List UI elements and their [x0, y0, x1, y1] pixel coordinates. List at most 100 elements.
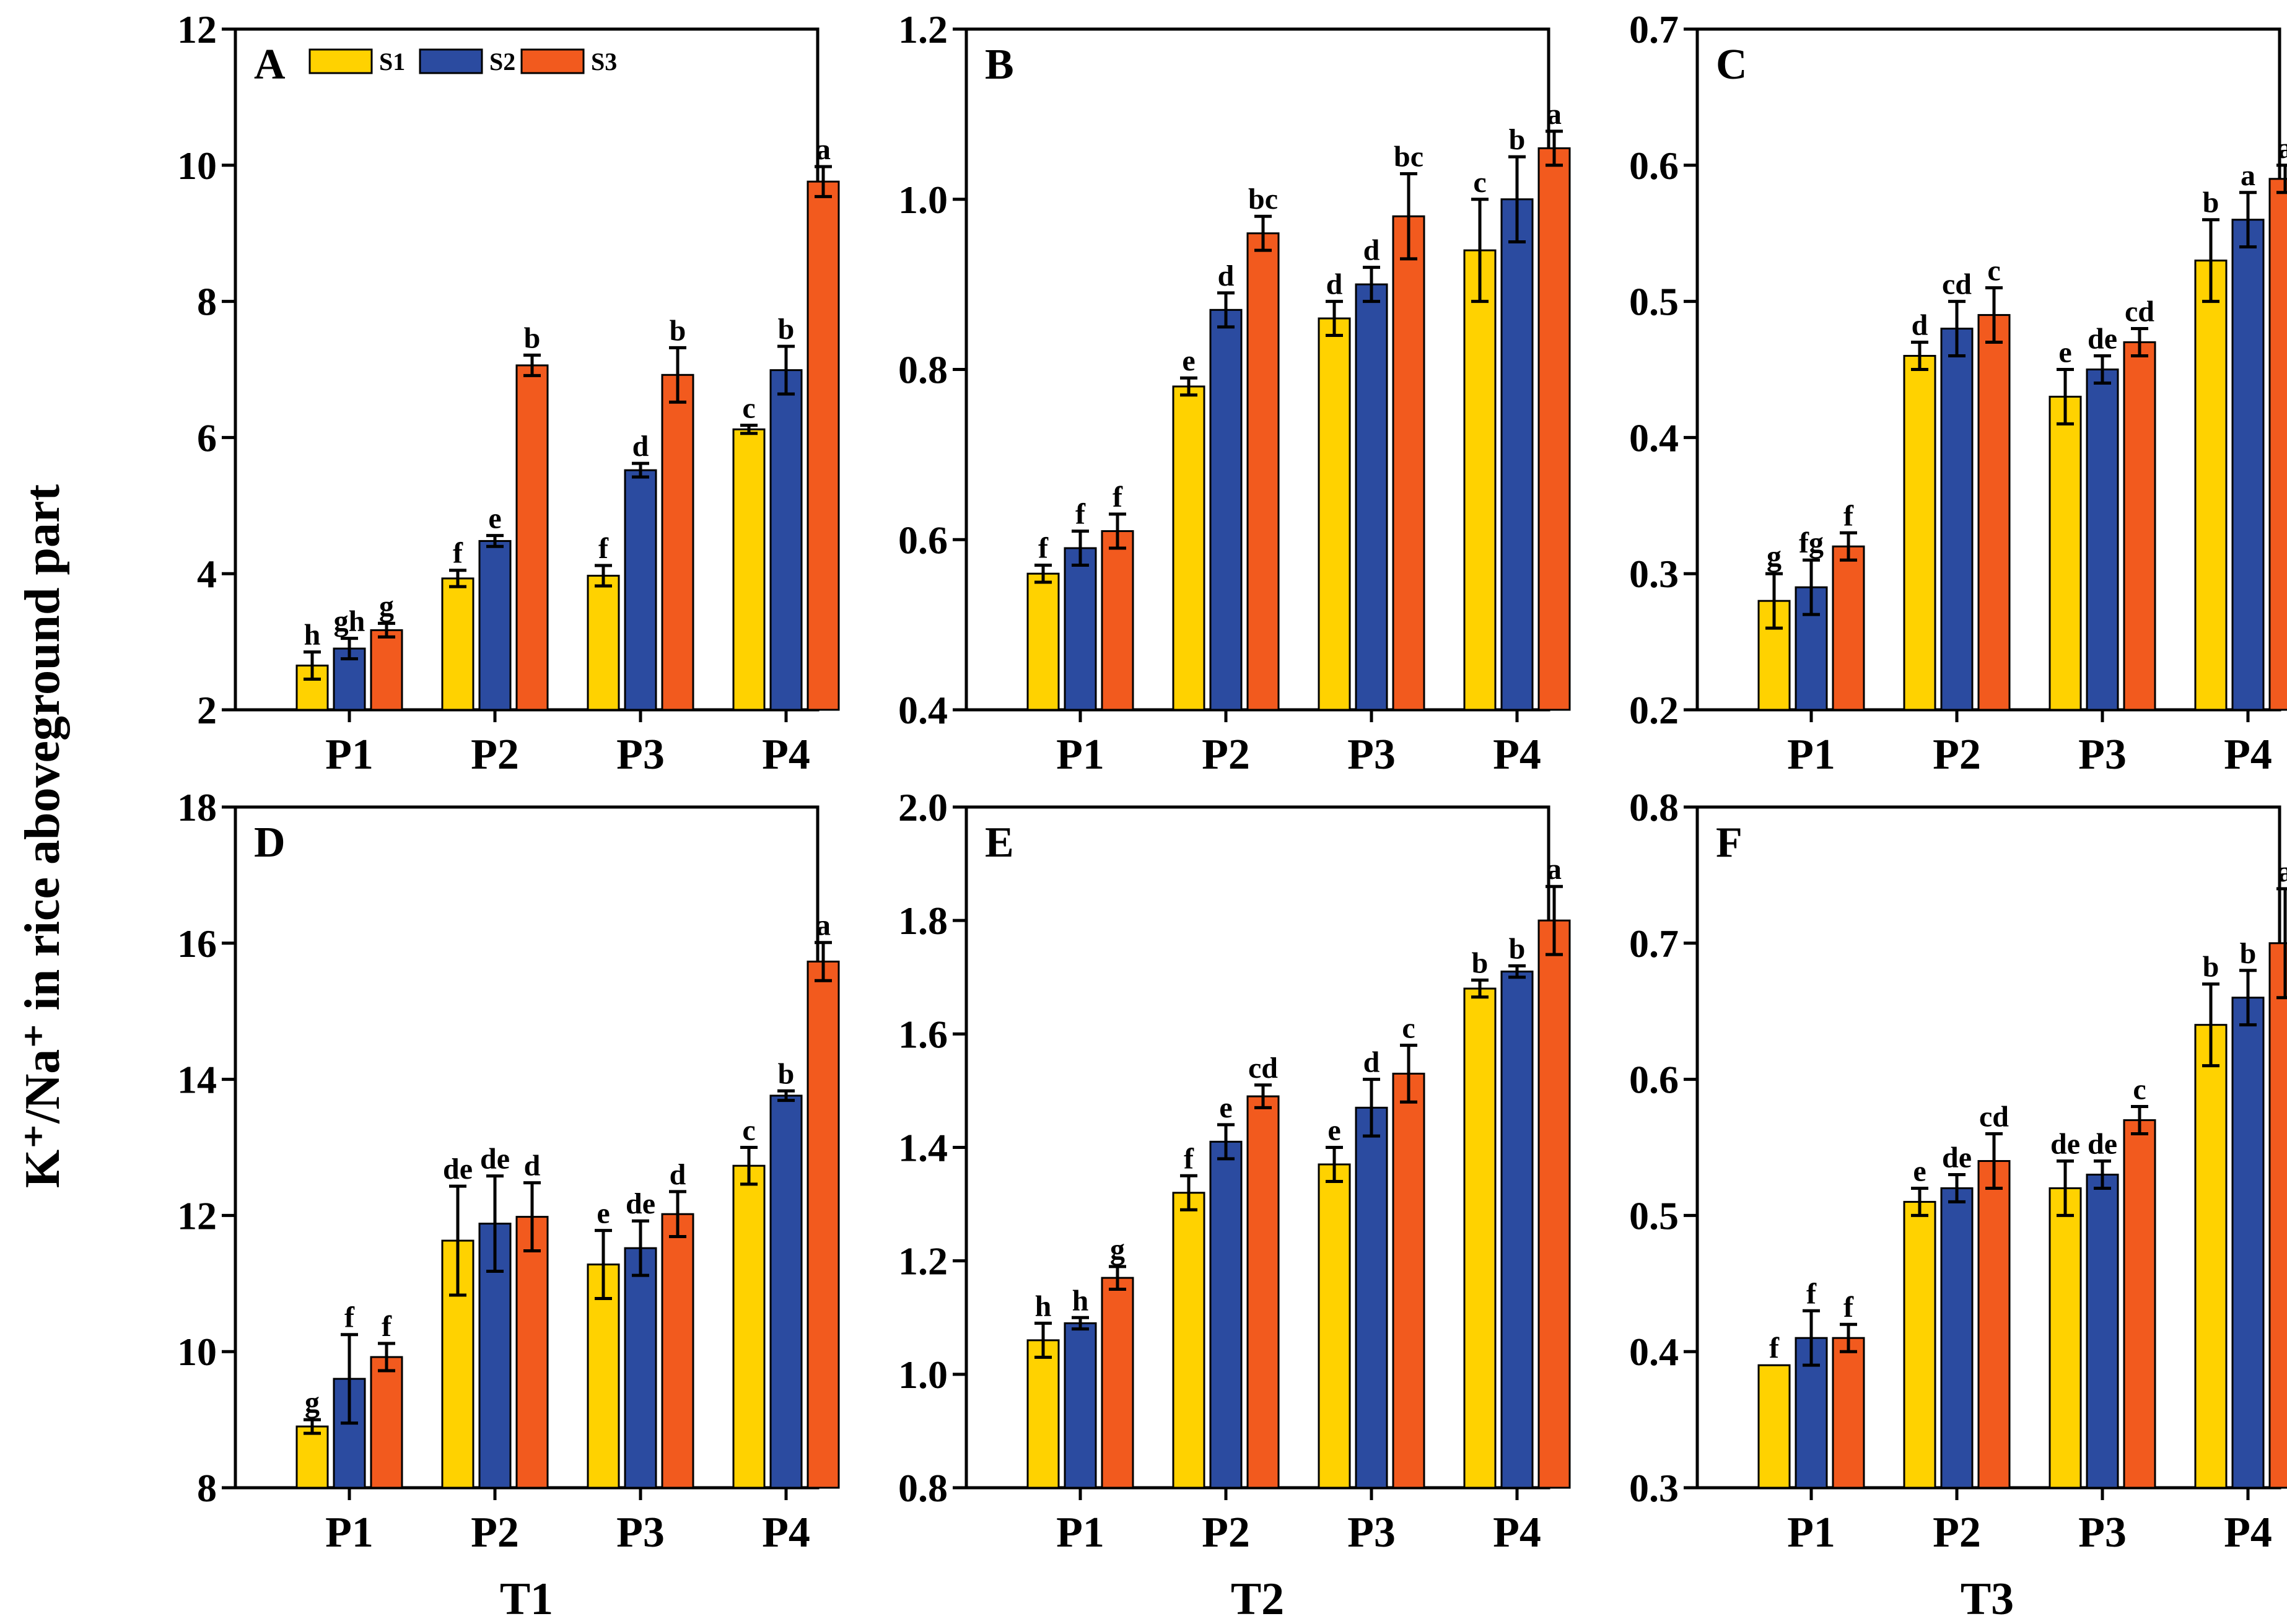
bar-f-s3 — [1977, 1159, 2011, 1489]
bar-c-s3 — [2268, 178, 2287, 711]
significance-label-c: de — [2088, 323, 2117, 356]
y-tick-label-f: 0.8 — [1629, 785, 1679, 829]
significance-label-f: b — [2240, 937, 2257, 970]
bar-b-s2 — [1209, 308, 1243, 711]
bar-a-s1 — [441, 577, 474, 711]
y-tick-label-a: 10 — [177, 144, 217, 188]
x-tick-label-a: P2 — [471, 731, 519, 779]
significance-label-d: de — [626, 1187, 655, 1220]
x-tick-label-f: P3 — [2078, 1509, 2127, 1556]
significance-label-e: cd — [1248, 1052, 1278, 1085]
significance-label-b: c — [1473, 166, 1486, 199]
panel-c: 0.20.30.40.50.60.7P1 P2 P3 P4gdebfgcddeafcc… — [1629, 7, 2287, 779]
significance-label-e: b — [1509, 932, 1526, 965]
bar-b-s2 — [1500, 198, 1534, 711]
significance-label-a: gh — [334, 605, 365, 638]
bar-f-s3 — [2268, 942, 2287, 1489]
y-tick-label-f: 0.5 — [1629, 1194, 1679, 1238]
y-tick-label-c: 0.2 — [1629, 688, 1679, 732]
significance-label-c: cd — [2125, 295, 2154, 328]
x-tick-label-a: P3 — [616, 731, 665, 779]
y-tick-label-c: 0.5 — [1629, 280, 1679, 324]
legend-swatch-s3 — [520, 48, 585, 74]
bar-b-s3 — [1537, 147, 1571, 711]
panel-a: 2 4 6 8 10 12 P1 P2 P3 P4 h f f c gh e d b g b b a A — [177, 7, 840, 779]
bar-c-s2 — [2086, 369, 2119, 711]
x-tick-label-d: P3 — [616, 1509, 665, 1556]
x-tick-label-c: P3 — [2078, 731, 2127, 779]
significance-label-a: e — [488, 502, 501, 535]
bar-f-s3 — [1832, 1337, 1865, 1489]
significance-label-f: cd — [1979, 1101, 2009, 1133]
bar-a-s2 — [769, 369, 803, 711]
significance-label-b: bc — [1394, 141, 1423, 173]
significance-label-e: e — [1327, 1114, 1340, 1147]
y-tick-label-b: 0.4 — [898, 688, 948, 732]
bar-b-s3 — [1101, 530, 1134, 711]
y-tick-label-e: 1.4 — [898, 1126, 948, 1170]
bar-d-s3 — [661, 1213, 694, 1489]
significance-label-d: f — [382, 1310, 392, 1343]
bar-a-s2 — [624, 469, 657, 711]
significance-label-c: f — [1843, 499, 1854, 532]
y-tick-label-d: 14 — [177, 1058, 217, 1102]
bar-d-s1 — [295, 1425, 329, 1489]
bar-f-s2 — [1940, 1187, 1974, 1489]
significance-label-b: e — [1182, 344, 1195, 377]
y-tick-label-b: 0.8 — [898, 348, 948, 392]
x-tick-label-d: P4 — [762, 1509, 810, 1556]
significance-label-a: f — [453, 537, 463, 570]
significance-label-f: a — [2278, 855, 2287, 888]
bar-a-s3 — [661, 373, 694, 711]
legend: S1 S2 S3 — [308, 48, 617, 76]
bar-b-s1 — [1172, 385, 1205, 711]
bar-d-s3 — [370, 1356, 403, 1489]
significance-label-f: c — [2133, 1073, 2146, 1106]
y-tick-label-f: 0.6 — [1629, 1058, 1679, 1102]
bar-a-s3 — [807, 180, 840, 711]
y-tick-label-b: 1.2 — [898, 7, 948, 51]
y-tick-label-f: 0.3 — [1629, 1466, 1679, 1510]
y-tick-label-f: 0.4 — [1629, 1330, 1679, 1374]
legend-label-s2: S2 — [489, 48, 515, 76]
y-tick-label-e: 2.0 — [898, 785, 948, 829]
bar-b-s1 — [1318, 317, 1351, 711]
x-tick-label-b: P2 — [1202, 731, 1250, 779]
legend-swatch-s2 — [419, 48, 483, 74]
significance-label-b: d — [1326, 268, 1343, 301]
column-label-t2: T2 — [1231, 1574, 1284, 1624]
bar-d-s2 — [624, 1247, 657, 1489]
significance-label-e: c — [1402, 1012, 1415, 1045]
significance-label-a: f — [598, 532, 609, 565]
bar-f-s1 — [1757, 1364, 1791, 1489]
bar-c-s2 — [2231, 219, 2265, 711]
y-tick-label-f: 0.7 — [1629, 922, 1679, 966]
significance-label-c: d — [1912, 309, 1928, 342]
y-tick-label-c: 0.6 — [1629, 144, 1679, 188]
significance-label-d: de — [480, 1143, 510, 1176]
y-tick-label-e: 1.0 — [898, 1353, 948, 1397]
bar-b-s3 — [1392, 215, 1425, 711]
significance-label-e: e — [1219, 1091, 1232, 1124]
y-tick-label-c: 0.3 — [1629, 552, 1679, 596]
y-tick-label-b: 0.6 — [898, 518, 948, 562]
bar-e-s2 — [1355, 1106, 1388, 1489]
bar-f-s2 — [2231, 997, 2265, 1489]
x-tick-label-b: P3 — [1347, 731, 1396, 779]
significance-label-d: e — [597, 1197, 610, 1230]
bar-e-s3 — [1246, 1095, 1280, 1489]
significance-label-e: f — [1184, 1142, 1194, 1175]
significance-label-d: d — [670, 1158, 686, 1191]
significance-label-a: b — [524, 321, 541, 354]
significance-label-c: a — [2241, 159, 2255, 192]
column-label-t1: T1 — [500, 1574, 553, 1624]
significance-label-c: g — [1767, 540, 1782, 573]
y-tick-label-a: 12 — [177, 7, 217, 51]
legend-swatch-s1 — [308, 48, 373, 74]
x-tick-label-d: P1 — [325, 1509, 374, 1556]
bar-e-s1 — [1318, 1163, 1351, 1489]
y-tick-label-d: 10 — [177, 1330, 217, 1374]
